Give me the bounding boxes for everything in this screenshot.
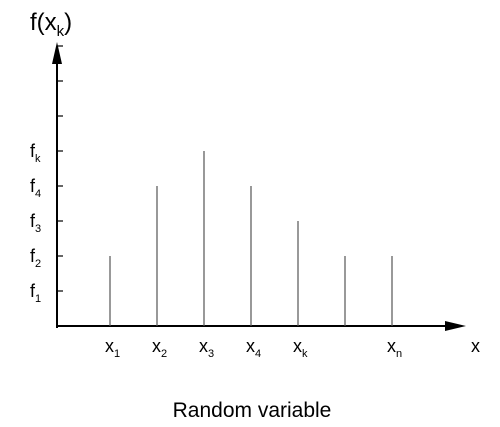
y-axis-ticks: f1 f2 f3 f4 fk [30, 45, 63, 305]
stem-series [109, 151, 393, 326]
x-tick-label-6: xn [387, 336, 402, 360]
y-tick-label-4: fk [30, 141, 41, 165]
y-tick-label-1: f2 [30, 246, 41, 270]
x-axis-arrow [445, 321, 466, 331]
chart-caption: Random variable [173, 399, 332, 422]
y-tick-label-0: f1 [30, 281, 41, 305]
x-tick-label-2: x3 [199, 336, 214, 360]
y-tick-label-2: f3 [30, 211, 41, 235]
x-tick-label-4: xk [293, 336, 308, 360]
x-axis-title: x [471, 336, 480, 356]
y-axis-arrow [52, 42, 62, 64]
y-axis-title: f(xk) [30, 9, 72, 40]
x-tick-label-3: x4 [246, 336, 261, 360]
y-tick-label-3: f4 [30, 176, 41, 200]
x-tick-label-1: x2 [152, 336, 167, 360]
chart-axes [52, 42, 466, 331]
x-tick-label-0: x1 [105, 336, 120, 360]
x-tick-labels: x1 x2 x3 x4 xk xn [105, 336, 402, 360]
